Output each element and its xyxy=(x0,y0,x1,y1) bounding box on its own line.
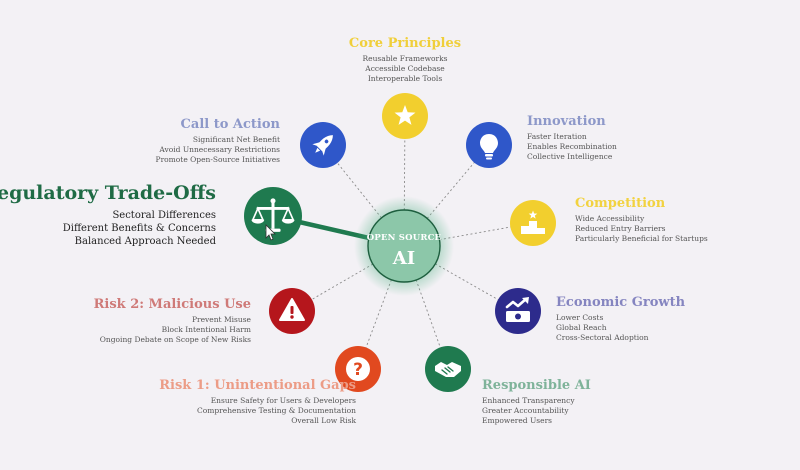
title-innovation: Innovation xyxy=(527,114,606,129)
item-risk1-2: Overall Low Risk xyxy=(291,416,356,425)
item-innovation-0: Faster Iteration xyxy=(527,132,587,141)
label-cta: Call to Action Significant Net Benefit Avo… xyxy=(156,117,280,165)
item-innovation-1: Enables Recombination xyxy=(527,142,617,151)
title-competition: Competition xyxy=(575,196,666,211)
star-icon xyxy=(394,105,416,125)
item-regulatory-0: Sectoral Differences xyxy=(112,210,216,221)
item-economic-0: Lower Costs xyxy=(556,313,604,322)
item-risk2-2: Ongoing Debate on Scope of New Risks xyxy=(99,335,251,344)
node-core[interactable] xyxy=(382,93,428,139)
hub-circle xyxy=(367,209,441,283)
money-growth-icon xyxy=(505,297,530,322)
podium-icon xyxy=(521,210,545,234)
item-competition-0: Wide Accessibility xyxy=(575,214,645,223)
warning-icon xyxy=(279,298,305,321)
label-risk1: Risk 1: Unintentional Gaps Ensure Safety … xyxy=(159,378,356,426)
item-regulatory-1: Different Benefits & Concerns xyxy=(62,223,216,234)
handshake-icon xyxy=(435,362,461,377)
title-core: Core Principles xyxy=(348,36,462,51)
node-innovation[interactable] xyxy=(466,122,512,168)
item-innovation-2: Collective Intelligence xyxy=(527,152,613,161)
item-competition-2: Particularly Beneficial for Startups xyxy=(575,234,708,243)
question-icon: ? xyxy=(346,357,370,381)
label-core: Core Principles Reusable Frameworks Access… xyxy=(349,36,461,84)
mouse-cursor-icon xyxy=(265,224,276,241)
node-risk1[interactable]: ? xyxy=(335,346,381,392)
scales-icon xyxy=(251,198,295,232)
item-cta-1: Avoid Unnecessary Restrictions xyxy=(159,145,280,154)
label-innovation: Innovation Faster Iteration Enables Recomb… xyxy=(527,114,617,162)
label-responsible: Responsible AI Enhanced Transparency Great… xyxy=(482,378,591,426)
lightbulb-icon xyxy=(480,134,498,160)
label-regulatory: Regulatory Trade-Offs Sectoral Difference… xyxy=(0,181,216,248)
node-risk2[interactable] xyxy=(269,288,315,334)
node-regulatory[interactable] xyxy=(244,187,302,245)
link-cta xyxy=(322,144,405,247)
open-source-ai-hub: OPEN SOURCE AI xyxy=(354,196,454,296)
node-economic[interactable] xyxy=(495,288,541,334)
item-risk1-1: Comprehensive Testing & Documentation xyxy=(197,406,356,415)
node-competition[interactable] xyxy=(510,200,556,246)
item-core-2: Interoperable Tools xyxy=(367,74,443,83)
title-cta: Call to Action xyxy=(180,117,280,132)
item-regulatory-2: Balanced Approach Needed xyxy=(74,236,216,247)
hub-main-text: AI xyxy=(392,248,415,269)
node-cta[interactable] xyxy=(300,122,346,168)
item-risk1-0: Ensure Safety for Users & Developers xyxy=(210,396,356,405)
link-risk2 xyxy=(291,245,405,312)
svg-text:?: ? xyxy=(353,360,363,380)
title-risk1: Risk 1: Unintentional Gaps xyxy=(159,378,356,393)
title-risk2: Risk 2: Malicious Use xyxy=(93,297,251,312)
item-competition-1: Reduced Entry Barriers xyxy=(575,224,666,233)
item-core-1: Accessible Codebase xyxy=(365,64,445,73)
item-risk2-1: Block Intentional Harm xyxy=(161,325,251,334)
item-risk2-0: Prevent Misuse xyxy=(191,315,251,324)
hub-top-text: OPEN SOURCE xyxy=(367,233,442,243)
item-cta-2: Promote Open-Source Initiatives xyxy=(155,155,280,164)
title-economic: Economic Growth xyxy=(556,295,686,310)
node-responsible[interactable] xyxy=(425,346,471,392)
title-responsible: Responsible AI xyxy=(482,378,591,393)
label-economic: Economic Growth Lower Costs Global Reach Cr… xyxy=(556,295,685,343)
item-economic-2: Cross-Sectoral Adoption xyxy=(556,333,649,342)
rocket-icon xyxy=(312,135,333,156)
label-competition: Competition Wide Accessibility Reduced Ent… xyxy=(575,196,708,244)
item-responsible-2: Empowered Users xyxy=(482,416,553,425)
item-cta-0: Significant Net Benefit xyxy=(192,135,280,144)
item-economic-1: Global Reach xyxy=(556,323,607,332)
label-risk2: Risk 2: Malicious Use Prevent Misuse Block… xyxy=(94,297,251,345)
title-regulatory: Regulatory Trade-Offs xyxy=(0,182,216,204)
item-core-0: Reusable Frameworks xyxy=(362,54,448,63)
item-responsible-1: Greater Accountability xyxy=(482,406,569,415)
item-responsible-0: Enhanced Transparency xyxy=(482,396,575,405)
